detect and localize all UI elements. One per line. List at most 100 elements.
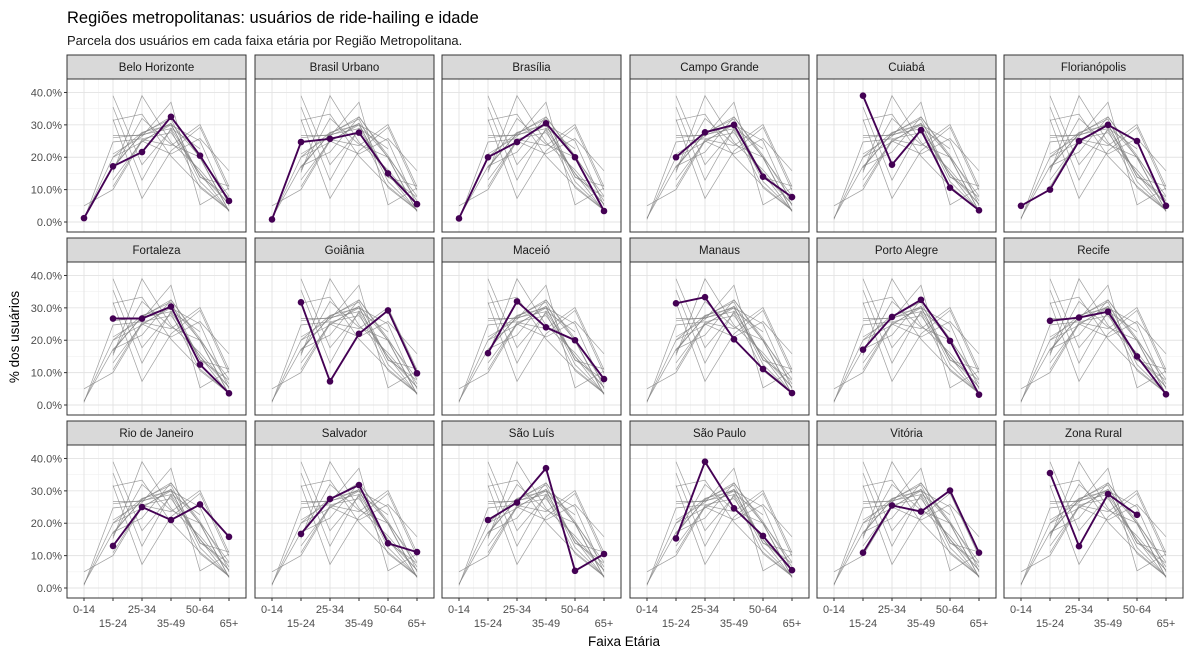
background-series-line bbox=[458, 307, 605, 390]
data-point bbox=[196, 152, 204, 159]
background-series-line bbox=[83, 124, 230, 207]
background-series-line bbox=[1049, 485, 1167, 566]
x-tick-label: 15-24 bbox=[99, 618, 127, 630]
data-point bbox=[109, 315, 117, 322]
x-tick-label: 0-14 bbox=[448, 604, 470, 616]
data-point bbox=[196, 501, 204, 508]
background-series-line bbox=[300, 485, 418, 566]
data-point bbox=[225, 390, 233, 397]
background-series-line bbox=[1049, 101, 1167, 206]
background-series-line bbox=[862, 284, 980, 389]
background-series-line bbox=[487, 118, 605, 187]
background-series-line bbox=[675, 479, 793, 577]
y-tick-label: 0.0% bbox=[37, 583, 62, 595]
facet-panel: Maceió bbox=[441, 237, 622, 416]
background-series-line bbox=[862, 106, 951, 182]
data-point bbox=[513, 138, 521, 146]
data-point bbox=[730, 505, 738, 512]
data-point bbox=[888, 161, 896, 168]
data-point bbox=[701, 293, 709, 301]
background-series-line bbox=[1020, 307, 1167, 390]
background-series-line bbox=[112, 277, 230, 388]
data-point bbox=[542, 464, 550, 472]
data-point bbox=[80, 214, 88, 222]
x-tick-label: 15-24 bbox=[1036, 618, 1064, 630]
x-tick-label: 25-34 bbox=[503, 604, 531, 616]
background-series-line bbox=[487, 101, 605, 206]
background-series-line bbox=[1049, 106, 1138, 182]
panel-border bbox=[66, 261, 247, 416]
facet-label: São Luís bbox=[509, 428, 555, 440]
highlight-series-line bbox=[271, 131, 418, 220]
background-series-line bbox=[487, 301, 605, 370]
data-point bbox=[1133, 511, 1141, 519]
data-point bbox=[672, 153, 680, 161]
background-series-line bbox=[487, 106, 576, 182]
background-series-line bbox=[675, 472, 764, 548]
facet-strip bbox=[254, 54, 435, 80]
facet-panel: Manaus bbox=[629, 237, 810, 416]
data-point bbox=[1162, 202, 1170, 210]
data-point bbox=[413, 548, 421, 556]
background-series-line bbox=[458, 490, 605, 573]
background-series-line bbox=[300, 467, 418, 572]
background-series-line bbox=[300, 301, 418, 370]
facet-label: Campo Grande bbox=[680, 62, 759, 74]
background-series-line bbox=[1020, 490, 1167, 573]
data-point bbox=[946, 337, 954, 345]
data-point bbox=[297, 530, 305, 538]
chart-title: Regiões metropolitanas: usuários de ride… bbox=[67, 9, 479, 27]
highlight-series-line bbox=[1049, 472, 1138, 549]
y-tick-label: 20.0% bbox=[31, 152, 62, 164]
background-series-line bbox=[675, 485, 793, 566]
facet-strip bbox=[1003, 420, 1184, 446]
background-series-line bbox=[300, 504, 418, 547]
data-point bbox=[413, 200, 421, 208]
data-point bbox=[600, 375, 608, 383]
background-series-line bbox=[112, 467, 230, 572]
facet-label: Rio de Janeiro bbox=[119, 428, 193, 440]
background-series-line bbox=[112, 138, 230, 181]
data-point bbox=[484, 153, 492, 161]
background-series-line bbox=[1049, 289, 1138, 365]
facet-label: Recife bbox=[1077, 245, 1110, 257]
data-point bbox=[484, 349, 492, 357]
facet-label: Vitória bbox=[890, 428, 923, 440]
data-point bbox=[167, 303, 175, 310]
panel-border bbox=[254, 78, 435, 233]
facet-label: São Paulo bbox=[693, 428, 746, 440]
panel-border bbox=[1003, 444, 1184, 599]
background-series-line bbox=[487, 113, 605, 211]
data-point bbox=[225, 197, 233, 205]
background-series-line bbox=[487, 284, 605, 389]
background-series-line bbox=[112, 301, 230, 370]
background-series-line bbox=[675, 118, 793, 187]
facet-strip bbox=[66, 237, 247, 263]
data-point bbox=[167, 113, 175, 121]
highlight-series-line bbox=[458, 121, 605, 219]
x-tick-label: 25-34 bbox=[691, 604, 719, 616]
background-series-line bbox=[862, 461, 980, 577]
x-tick-label: 65+ bbox=[595, 618, 614, 630]
background-series-line bbox=[300, 113, 418, 211]
facet-grid: Belo Horizonte 0.0% 10.0% 20.0% 30.0% 40.0% Br… bbox=[31, 54, 1184, 630]
data-point bbox=[484, 516, 492, 524]
background-series-line bbox=[1049, 302, 1167, 383]
x-tick-label: 0-14 bbox=[73, 604, 95, 616]
background-series-line bbox=[112, 95, 230, 211]
data-point bbox=[326, 495, 334, 503]
facet-label: Cuiabá bbox=[888, 62, 925, 74]
y-tick-label: 10.0% bbox=[31, 551, 62, 563]
facet-panel: Rio de Janeiro 0.0% 10.0% 20.0% 30.0% 40.0% 0-… bbox=[31, 420, 247, 630]
background-series-line bbox=[862, 467, 980, 572]
x-tick-label: 35-49 bbox=[907, 618, 935, 630]
x-tick-label: 35-49 bbox=[345, 618, 373, 630]
background-series-line bbox=[1049, 479, 1167, 577]
background-series-line bbox=[300, 94, 418, 205]
background-series-line bbox=[112, 94, 230, 205]
background-series-line bbox=[112, 101, 230, 206]
data-point bbox=[571, 153, 579, 161]
facet-strip bbox=[254, 237, 435, 263]
x-tick-label: 50-64 bbox=[749, 604, 777, 616]
